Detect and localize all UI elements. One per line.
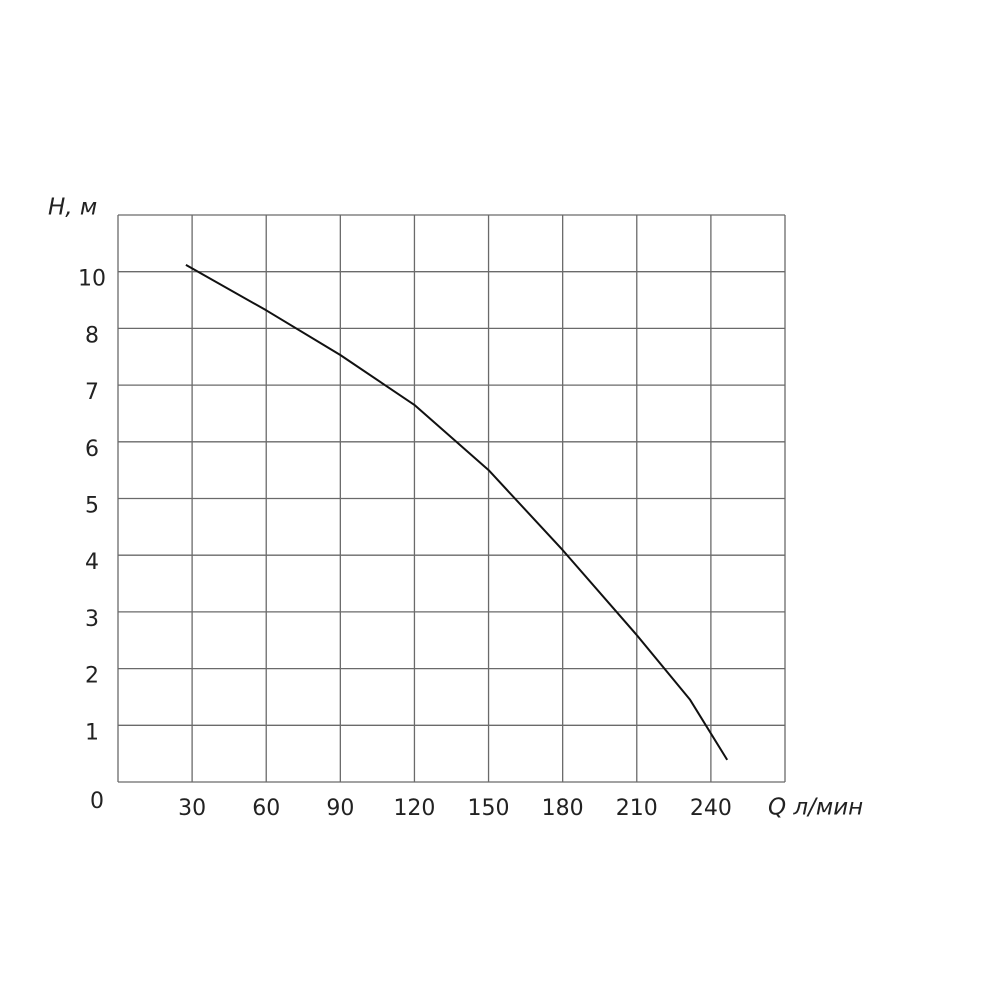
x-tick-label: 30: [178, 796, 206, 821]
y-tick-label: 0: [90, 789, 104, 814]
y-tick-label: 6: [85, 437, 99, 462]
x-axis-title: Q л/мин: [768, 795, 863, 821]
x-tick-label: 210: [616, 796, 658, 821]
x-tick-label: 90: [326, 796, 354, 821]
y-tick-label: 8: [85, 323, 99, 348]
y-axis-title: H, м: [48, 195, 97, 221]
x-tick-label: 180: [542, 796, 584, 821]
y-tick-label: 1: [85, 720, 99, 745]
y-tick-label: 2: [85, 664, 99, 689]
y-tick-label: 4: [85, 550, 99, 575]
x-tick-label: 60: [252, 796, 280, 821]
curve: [185, 264, 729, 761]
y-tick-label: 5: [85, 494, 99, 519]
x-tick-label: 240: [690, 796, 732, 821]
x-tick-label: 150: [468, 796, 510, 821]
x-tick-label: 120: [393, 796, 435, 821]
y-tick-label: 10: [78, 267, 106, 292]
y-tick-label: 3: [85, 607, 99, 632]
y-tick-label: 7: [85, 380, 99, 405]
